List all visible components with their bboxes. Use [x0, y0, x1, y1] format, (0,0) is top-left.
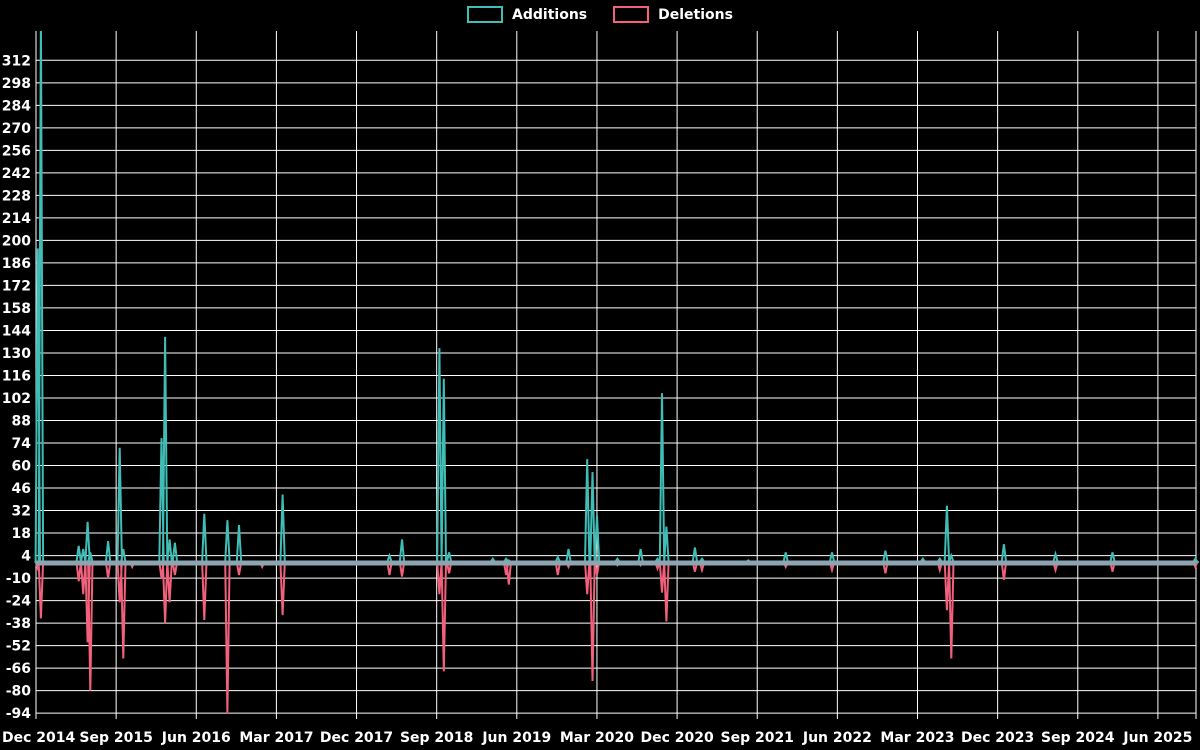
- x-axis-tick-label: Jun 2019: [481, 730, 551, 746]
- x-axis-tick-label: Jun 2016: [161, 730, 231, 746]
- x-axis-tick-label: Dec 2023: [961, 730, 1034, 746]
- y-axis-tick-label: 130: [2, 346, 31, 362]
- legend-item-additions[interactable]: Additions: [467, 6, 587, 23]
- y-axis-tick-label: -24: [6, 594, 32, 610]
- y-axis-tick-label: 312: [2, 53, 31, 69]
- y-axis-tick-label: 228: [2, 188, 31, 204]
- y-axis-tick-label: -94: [6, 706, 32, 722]
- y-axis-tick-label: 172: [2, 278, 31, 294]
- y-axis-tick-label: 186: [2, 256, 31, 272]
- y-axis-tick-label: 298: [2, 76, 31, 92]
- y-axis-tick-label: 158: [2, 301, 31, 317]
- series-group: [34, 31, 1199, 714]
- chart-legend: Additions Deletions: [0, 6, 1200, 23]
- y-axis-tick-label: 60: [12, 459, 32, 475]
- y-axis-tick-label: -52: [6, 639, 31, 655]
- y-axis-tick-label: 270: [2, 121, 31, 137]
- x-axis-tick-label: Mar 2020: [560, 730, 634, 746]
- y-axis-tick-label: 102: [2, 391, 31, 407]
- y-axis-tick-label: 4: [21, 549, 31, 565]
- legend-item-deletions[interactable]: Deletions: [613, 6, 733, 23]
- y-axis-tick-label: 256: [2, 143, 31, 159]
- y-axis-tick-label: 46: [12, 481, 31, 497]
- y-axis-tick-label: 32: [12, 504, 31, 520]
- y-axis-tick-label: 214: [2, 211, 31, 227]
- deletions-line: [34, 561, 1199, 714]
- y-axis-tick-label: 88: [12, 413, 31, 429]
- y-axis-tick-label: 284: [2, 98, 31, 114]
- legend-label-additions: Additions: [512, 6, 588, 23]
- x-axis-tick-label: Dec 2020: [640, 730, 714, 746]
- additions-line: [34, 31, 1199, 563]
- x-axis-tick-label: Mar 2023: [880, 730, 954, 746]
- x-axis-tick-label: Sep 2018: [400, 730, 473, 746]
- y-axis-tick-label: 144: [2, 323, 31, 339]
- x-axis-tick-label: Sep 2024: [1041, 730, 1115, 746]
- legend-label-deletions: Deletions: [658, 6, 733, 23]
- y-axis-tick-label: 200: [2, 233, 31, 249]
- y-axis-tick-label: 242: [2, 166, 31, 182]
- y-axis-tick-label: -10: [6, 571, 32, 587]
- y-axis-tick-label: 18: [12, 526, 31, 542]
- y-axis-tick-label: 116: [2, 368, 31, 384]
- x-axis-tick-label: Mar 2017: [239, 730, 313, 746]
- deletions-swatch-icon: [613, 6, 650, 23]
- x-axis-tick-label: Sep 2021: [720, 730, 793, 746]
- y-axis-tick-label: 74: [12, 436, 32, 452]
- y-axis-tick-label: -80: [6, 684, 32, 700]
- x-axis-tick-label: Dec 2014: [2, 730, 76, 746]
- y-axis-tick-label: -66: [6, 661, 31, 677]
- x-axis-tick-label: Sep 2015: [79, 730, 152, 746]
- x-axis-tick-label: Jun 2025: [1122, 730, 1192, 746]
- additions-swatch-icon: [467, 6, 504, 23]
- x-axis-tick-label: Dec 2017: [320, 730, 393, 746]
- y-axis-tick-label: -38: [6, 616, 31, 632]
- x-axis-tick-label: Jun 2022: [802, 730, 872, 746]
